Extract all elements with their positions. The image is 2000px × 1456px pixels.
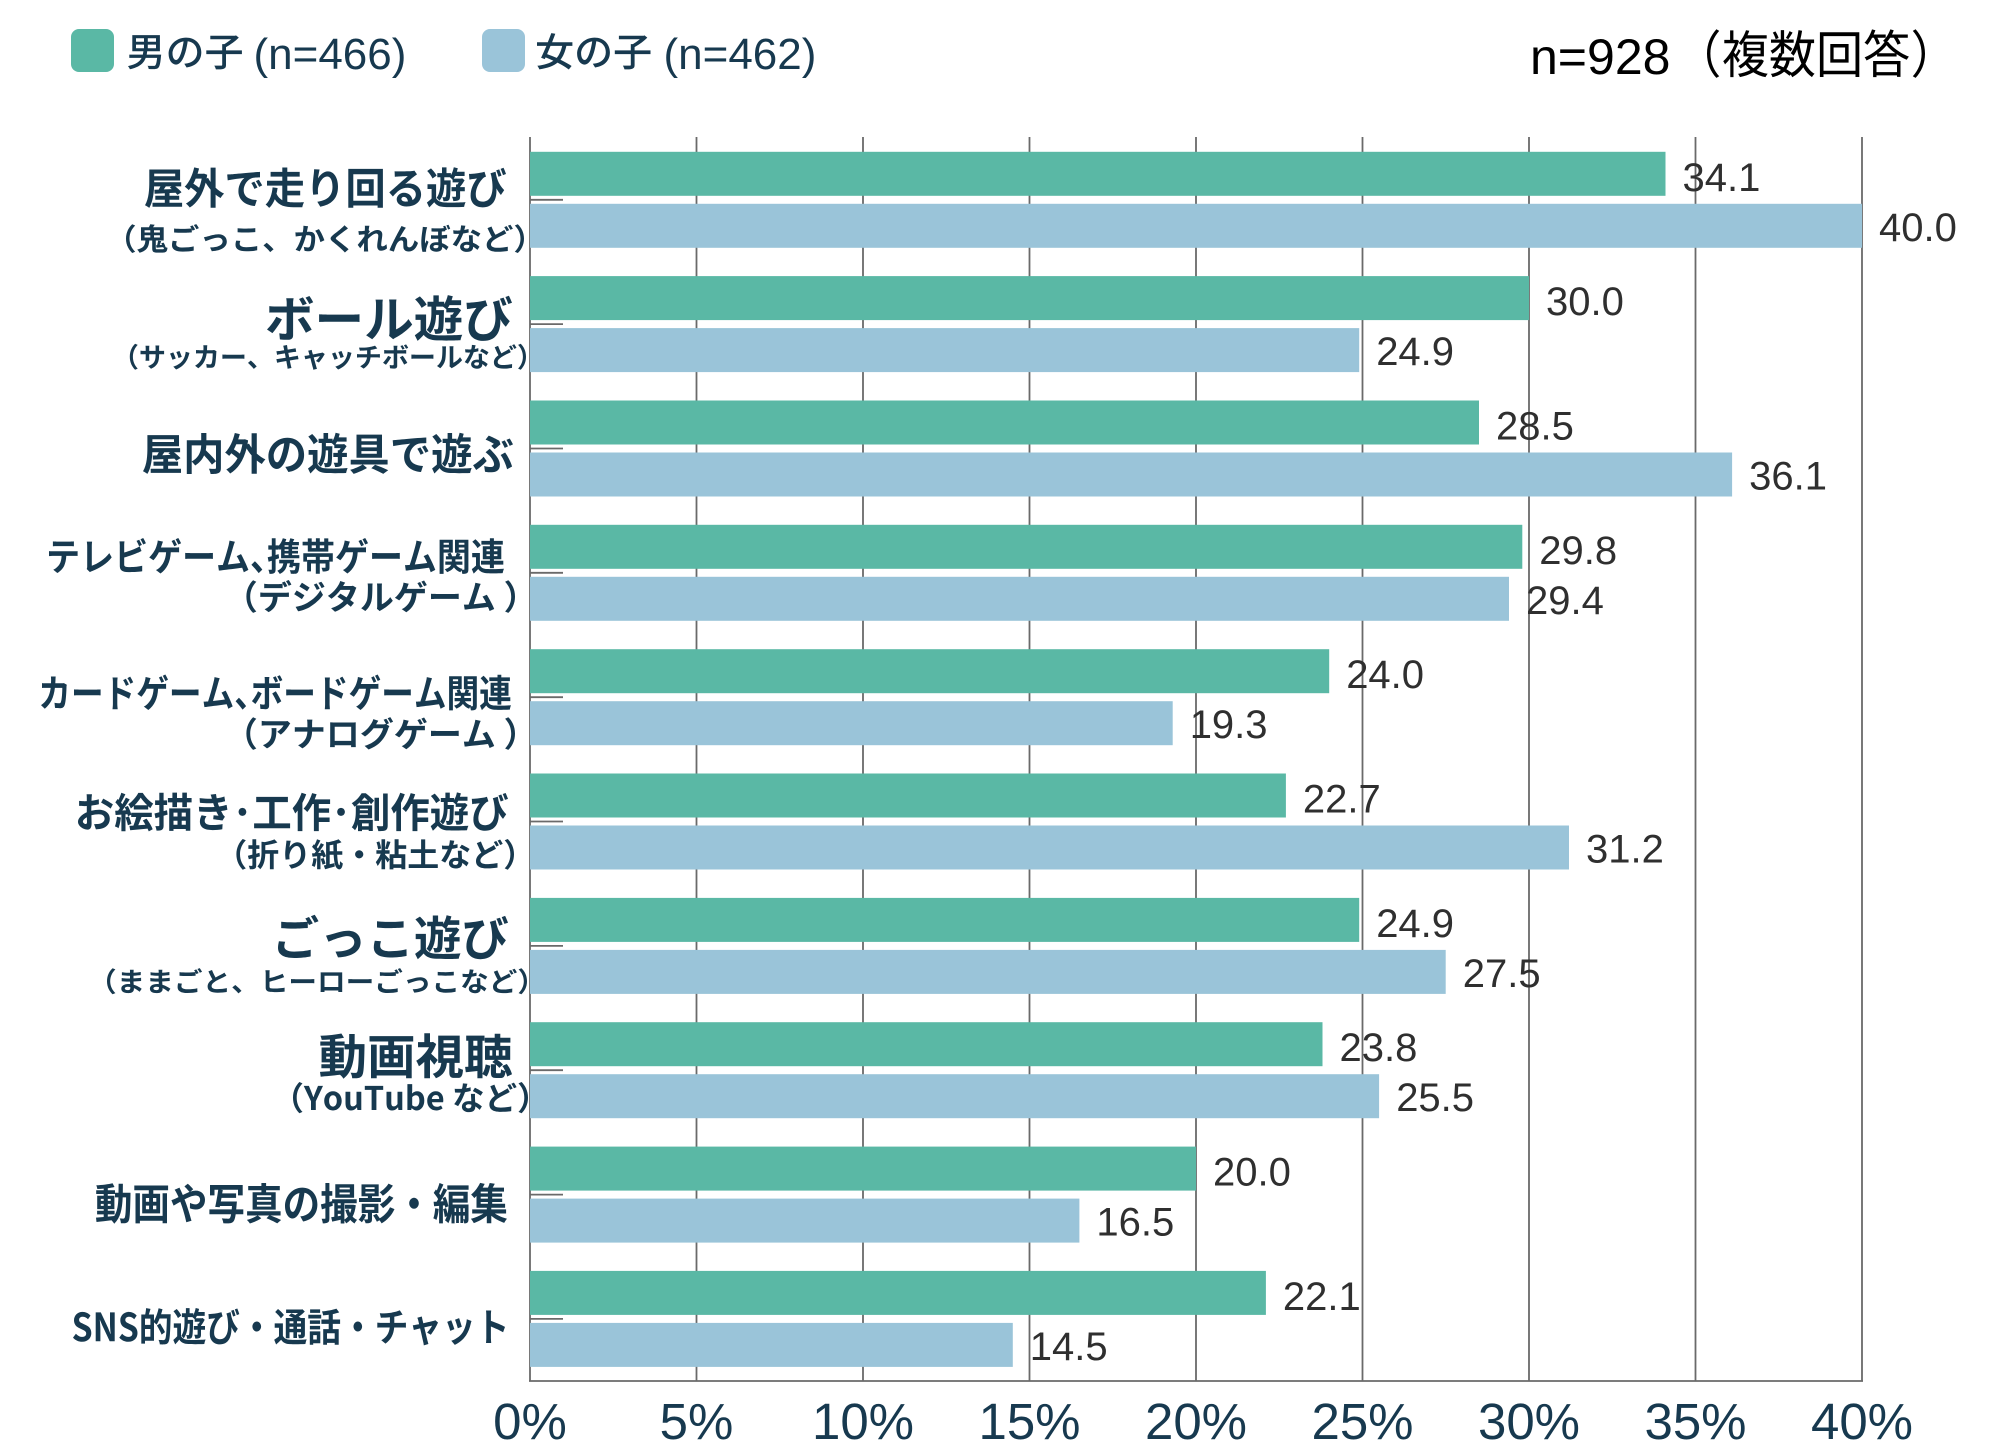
svg-text:25.5: 25.5 [1396,1076,1474,1120]
svg-text:40%: 40% [1811,1393,1913,1450]
svg-text:28.5: 28.5 [1496,405,1574,449]
svg-text:19.3: 19.3 [1190,703,1268,747]
svg-text:27.5: 27.5 [1463,952,1541,996]
svg-text:20.0: 20.0 [1213,1151,1291,1195]
svg-text:15%: 15% [978,1393,1080,1450]
svg-text:35%: 35% [1644,1393,1746,1450]
svg-text:29.4: 29.4 [1526,579,1604,623]
svg-text:16.5: 16.5 [1096,1201,1174,1245]
svg-text:5%: 5% [660,1393,734,1450]
svg-text:10%: 10% [812,1393,914,1450]
svg-text:31.2: 31.2 [1586,828,1664,872]
svg-text:(n=462): (n=462) [664,30,817,79]
svg-text:30%: 30% [1478,1393,1580,1450]
svg-text:24.9: 24.9 [1376,330,1454,374]
svg-text:29.8: 29.8 [1539,529,1617,573]
svg-text:22.1: 22.1 [1283,1275,1361,1319]
svg-text:34.1: 34.1 [1683,156,1761,200]
svg-text:14.5: 14.5 [1030,1325,1108,1369]
svg-text:30.0: 30.0 [1546,280,1624,324]
svg-text:22.7: 22.7 [1303,778,1381,822]
svg-text:25%: 25% [1311,1393,1413,1450]
svg-text:(n=466): (n=466) [254,30,407,79]
svg-text:24.0: 24.0 [1346,653,1424,697]
svg-text:23.8: 23.8 [1340,1026,1418,1070]
svg-text:n=928: n=928 [1530,29,1670,85]
svg-text:36.1: 36.1 [1749,455,1827,499]
svg-text:0%: 0% [493,1393,567,1450]
svg-text:40.0: 40.0 [1879,206,1957,250]
svg-text:20%: 20% [1145,1393,1247,1450]
svg-text:24.9: 24.9 [1376,902,1454,946]
